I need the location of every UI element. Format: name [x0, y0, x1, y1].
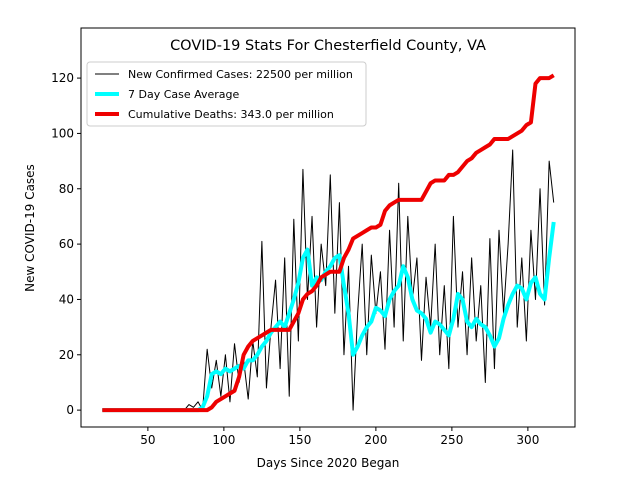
y-tick-label: 80 [59, 182, 74, 196]
y-tick-label: 60 [59, 237, 74, 251]
y-tick-label: 100 [51, 126, 74, 140]
y-tick-label: 0 [66, 403, 74, 417]
x-tick-label: 200 [364, 433, 387, 447]
x-tick-label: 300 [516, 433, 539, 447]
chart-title: COVID-19 Stats For Chesterfield County, … [170, 38, 486, 54]
y-tick-label: 40 [59, 292, 74, 306]
y-axis-label: New COVID-19 Cases [23, 164, 37, 292]
legend-label: 7 Day Case Average [128, 88, 240, 101]
legend-label: New Confirmed Cases: 22500 per million [128, 68, 353, 81]
y-tick-label: 120 [51, 71, 74, 85]
legend-label: Cumulative Deaths: 343.0 per million [128, 108, 334, 121]
y-tick-label: 20 [59, 348, 74, 362]
x-tick-label: 150 [288, 433, 311, 447]
legend-box [86, 61, 367, 127]
plot-frame [80, 27, 576, 428]
x-tick-label: 250 [440, 433, 463, 447]
x-tick-label: 50 [140, 433, 155, 447]
series-line [102, 73, 555, 413]
x-tick-label: 100 [212, 433, 235, 447]
x-axis-label: Days Since 2020 Began [257, 456, 400, 470]
